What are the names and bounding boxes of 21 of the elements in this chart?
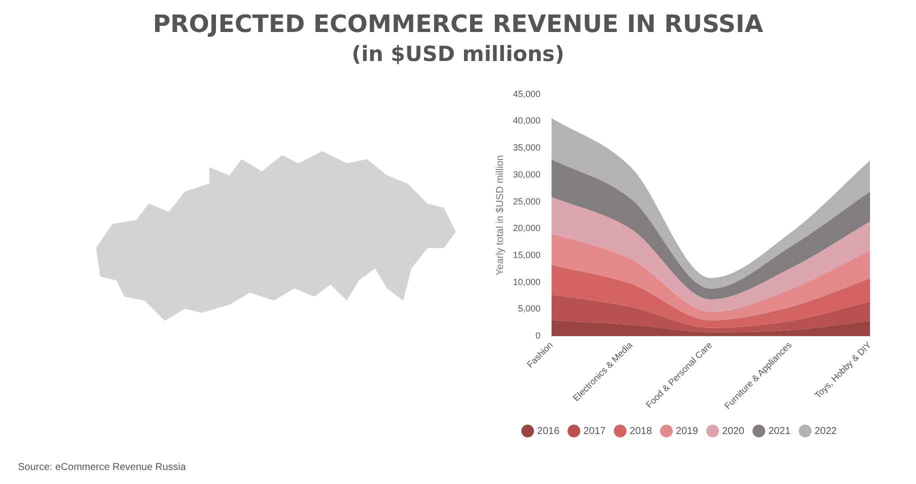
legend-label: 2017 — [583, 426, 606, 437]
y-tick-label: 30,000 — [512, 169, 541, 180]
chart-subtitle: (in $USD millions) — [350, 42, 566, 66]
legend-label: 2020 — [722, 426, 745, 437]
y-tick-label: 0 — [536, 330, 541, 340]
y-tick-label: 20,000 — [512, 223, 541, 234]
legend-label: 2018 — [630, 426, 652, 437]
y-tick-label: 25,000 — [512, 196, 541, 206]
y-tick-label: 45,000 — [512, 88, 541, 99]
source-note: Source: eCommerce Revenue Russia — [18, 462, 186, 473]
legend-label: 2022 — [814, 426, 838, 437]
chart-title: PROJECTED ECOMMERCE REVENUE IN RUSSIA — [152, 10, 764, 38]
y-tick-label: 15,000 — [512, 250, 541, 260]
legend-label: 2019 — [676, 426, 699, 437]
legend-label: 2021 — [768, 426, 792, 437]
y-tick-label: 35,000 — [512, 142, 541, 153]
legend-label: 2016 — [537, 426, 560, 437]
y-axis-title: Yearly total in $USD million — [494, 155, 506, 276]
y-tick-label: 5,000 — [518, 304, 541, 314]
y-tick-label: 10,000 — [512, 276, 541, 287]
y-tick-label: 40,000 — [512, 116, 541, 126]
